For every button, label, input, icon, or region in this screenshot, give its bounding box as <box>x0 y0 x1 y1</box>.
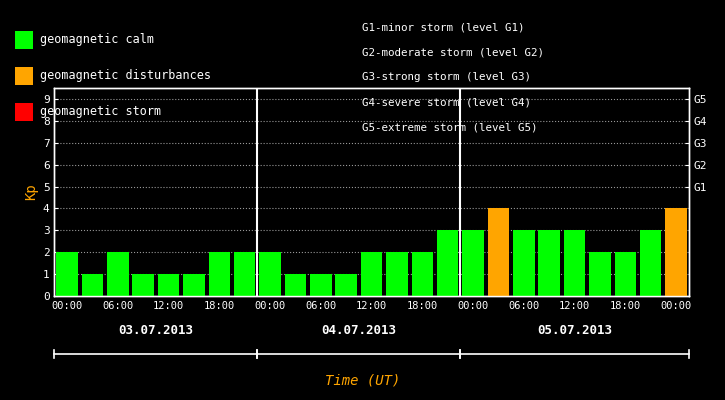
Bar <box>310 274 331 296</box>
Bar <box>488 208 509 296</box>
Text: G5-extreme storm (level G5): G5-extreme storm (level G5) <box>362 123 538 133</box>
Bar <box>437 230 458 296</box>
Y-axis label: Kp: Kp <box>25 184 38 200</box>
Bar <box>666 208 687 296</box>
Bar <box>564 230 585 296</box>
Bar <box>539 230 560 296</box>
Bar <box>57 252 78 296</box>
Text: geomagnetic storm: geomagnetic storm <box>40 106 161 118</box>
Bar <box>133 274 154 296</box>
Bar <box>463 230 484 296</box>
Bar <box>285 274 306 296</box>
Bar <box>412 252 433 296</box>
Bar <box>183 274 204 296</box>
Text: 05.07.2013: 05.07.2013 <box>537 324 612 336</box>
Bar <box>107 252 128 296</box>
Bar <box>209 252 230 296</box>
Text: geomagnetic disturbances: geomagnetic disturbances <box>40 70 211 82</box>
Bar <box>158 274 179 296</box>
Bar <box>640 230 661 296</box>
Text: G4-severe storm (level G4): G4-severe storm (level G4) <box>362 98 531 108</box>
Bar <box>260 252 281 296</box>
Text: 04.07.2013: 04.07.2013 <box>321 324 397 336</box>
Bar <box>615 252 636 296</box>
Bar <box>82 274 103 296</box>
Text: G1-minor storm (level G1): G1-minor storm (level G1) <box>362 22 525 32</box>
Bar <box>361 252 382 296</box>
Text: G2-moderate storm (level G2): G2-moderate storm (level G2) <box>362 47 544 57</box>
Bar <box>386 252 407 296</box>
Bar <box>336 274 357 296</box>
Text: geomagnetic calm: geomagnetic calm <box>40 34 154 46</box>
Text: G3-strong storm (level G3): G3-strong storm (level G3) <box>362 72 531 82</box>
Bar <box>234 252 255 296</box>
Text: Time (UT): Time (UT) <box>325 374 400 388</box>
Bar <box>589 252 610 296</box>
Bar <box>513 230 534 296</box>
Text: 03.07.2013: 03.07.2013 <box>118 324 194 336</box>
